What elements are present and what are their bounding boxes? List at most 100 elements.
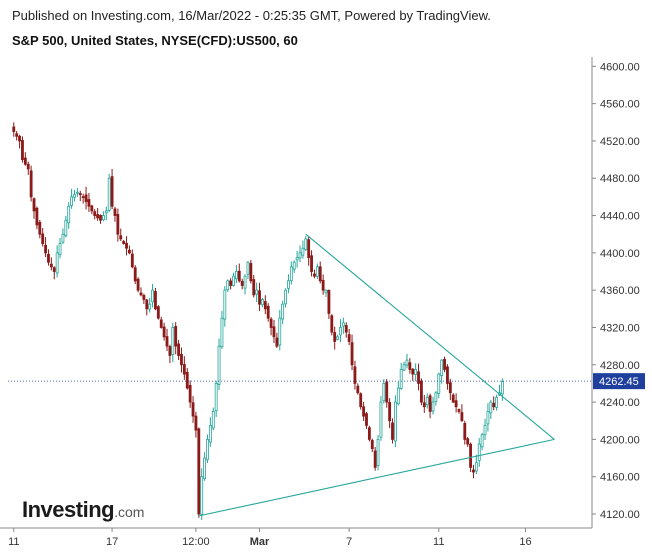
candle-body	[376, 438, 380, 467]
candle-body	[336, 336, 339, 340]
candle-body	[174, 326, 178, 347]
candle-body	[472, 469, 475, 473]
candle-body	[180, 353, 183, 366]
candle-body	[287, 280, 290, 289]
candle-body	[310, 255, 313, 272]
candle-body	[483, 425, 487, 436]
candle-body	[113, 208, 117, 216]
candle-body	[35, 207, 39, 226]
candle-body	[333, 332, 337, 342]
candle-body	[148, 303, 152, 310]
y-tick-label: 4240.00	[600, 397, 640, 409]
candle-body	[177, 343, 180, 356]
candle-body	[420, 380, 423, 403]
candle-body	[469, 443, 472, 468]
logo-suffix: .com	[114, 504, 145, 520]
candle-body	[26, 163, 30, 170]
candle-body	[402, 364, 406, 371]
y-tick-label: 4320.00	[600, 322, 640, 334]
candle-body	[393, 401, 397, 442]
candle-body	[249, 263, 253, 282]
x-tick-label: 17	[106, 536, 118, 548]
y-tick-label: 4360.00	[600, 285, 640, 297]
candle-body	[223, 289, 227, 320]
candle-body	[243, 275, 247, 289]
candle-body	[382, 383, 386, 402]
candle-body	[448, 382, 452, 394]
candle-body	[396, 387, 400, 405]
candle-body	[367, 427, 371, 440]
candle-body	[61, 233, 65, 243]
candle-body	[185, 371, 189, 389]
candle-body	[119, 235, 123, 240]
candle-body	[422, 402, 426, 408]
candle-body	[70, 196, 74, 206]
candle-body	[298, 252, 302, 259]
candle-body	[341, 322, 345, 327]
candle-body	[47, 253, 50, 263]
candle-body	[188, 385, 192, 403]
candle-body	[32, 198, 36, 212]
candle-body	[272, 326, 276, 338]
candle-body	[258, 290, 261, 305]
candle-body	[133, 267, 137, 282]
candle-body	[344, 325, 348, 333]
candle-body	[75, 191, 79, 194]
x-tick-label: 16	[519, 536, 531, 548]
candle-body	[480, 434, 484, 448]
candle-body	[237, 270, 241, 282]
candle-body	[261, 299, 264, 306]
x-tick-label: Mar	[250, 536, 270, 548]
candle-body	[463, 423, 467, 440]
x-tick-label: 11	[433, 536, 444, 548]
candle-body	[399, 369, 403, 389]
candle-body	[217, 345, 221, 385]
candle-body	[93, 211, 97, 216]
candle-body	[211, 411, 215, 429]
y-tick-label: 4120.00	[600, 509, 640, 521]
candle-body	[339, 327, 342, 336]
candle-body	[104, 210, 108, 214]
candle-body	[55, 252, 59, 274]
candle-body	[234, 271, 238, 280]
candle-body	[145, 299, 149, 310]
candle-body	[330, 315, 334, 333]
candle-body	[292, 261, 296, 270]
candle-body	[347, 334, 351, 342]
candle-body	[440, 359, 444, 376]
candle-body	[81, 196, 85, 199]
candle-body	[391, 422, 394, 440]
candle-body	[489, 401, 493, 414]
candle-body	[162, 326, 166, 338]
candle-body	[197, 428, 201, 515]
y-tick-label: 4560.00	[600, 99, 640, 111]
candle-body	[474, 462, 478, 472]
candle-body	[454, 400, 458, 408]
candle-body	[275, 337, 279, 347]
candle-body	[289, 266, 293, 282]
candle-body	[408, 362, 412, 370]
candle-body	[128, 249, 131, 254]
x-tick-label: 12:00	[182, 536, 210, 548]
candle-body	[49, 263, 53, 268]
candle-body	[321, 279, 325, 291]
y-axis: 4600.00 4560.00 4520.00 4480.00 4440.00 4400.…	[592, 61, 645, 521]
candle-body	[500, 381, 504, 395]
candle-body	[206, 438, 209, 461]
candle-body	[182, 364, 186, 375]
candle-body	[208, 425, 212, 443]
candle-body	[414, 369, 418, 375]
candle-body	[252, 279, 256, 296]
candle-body	[151, 289, 154, 303]
candle-body	[370, 439, 374, 450]
trendlines	[8, 233, 592, 517]
candle-body	[154, 291, 157, 310]
candle-body	[191, 402, 195, 417]
candle-body	[477, 443, 481, 461]
candle-body	[229, 280, 233, 286]
candle-body	[385, 381, 389, 403]
y-tick-label: 4280.00	[600, 360, 640, 372]
candle-body	[446, 366, 449, 384]
candle-body	[356, 385, 360, 394]
